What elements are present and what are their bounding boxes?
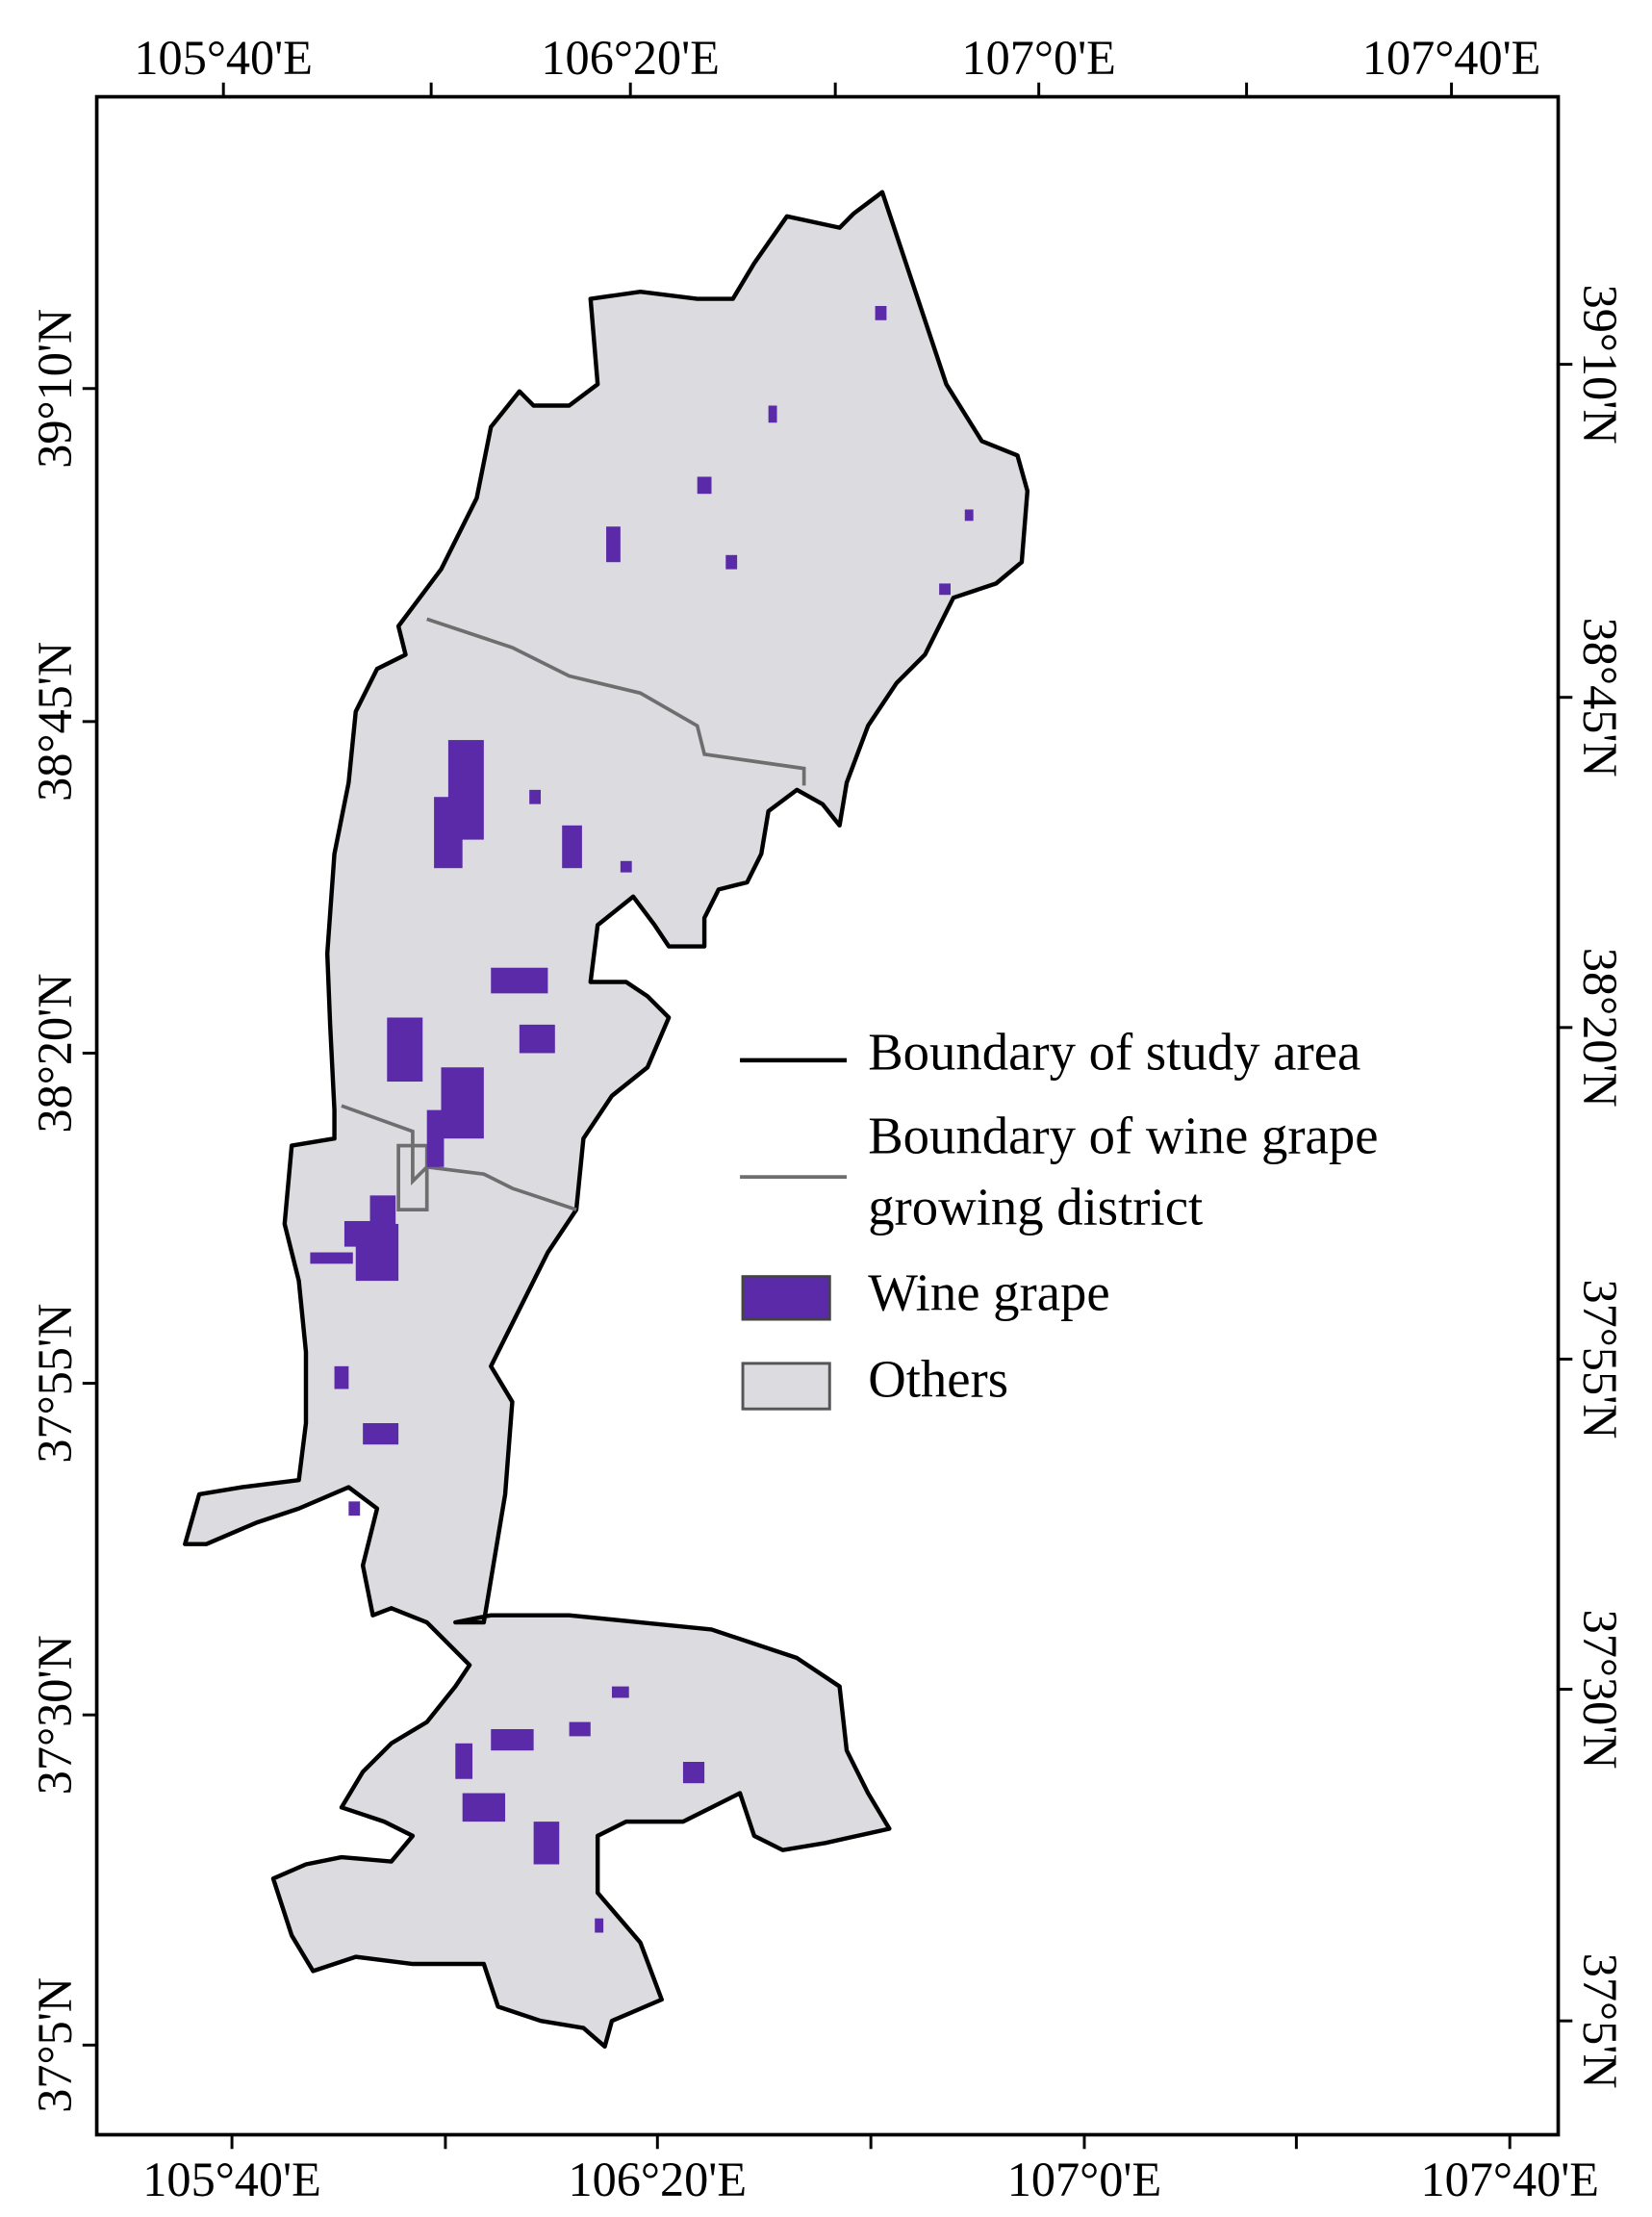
bottom-coordinate-label: 105°40'E [142, 2153, 321, 2206]
legend-grape-swatch [741, 1275, 831, 1321]
right-coordinate-label: 37°30'N [1573, 1610, 1627, 1770]
legend-label: growing district [868, 1178, 1203, 1236]
right-coordinate-label: 38°45'N [1573, 618, 1627, 777]
legend-label: Boundary of study area [868, 1022, 1360, 1081]
top-coordinate-label: 107°40'E [1362, 31, 1541, 85]
top-coordinate-label: 106°20'E [541, 31, 720, 85]
legend: Boundary of study area Boundary of wine … [740, 1022, 1379, 1411]
top-coordinate-label: 105°40'E [134, 31, 313, 85]
study-area [183, 190, 1030, 2050]
right-coordinate-label: 37°5'N [1573, 1953, 1627, 2089]
bottom-coordinate-label: 106°20'E [569, 2153, 748, 2206]
left-coordinate-label: 37°55'N [28, 1304, 82, 1464]
left-coordinate-label: 37°5'N [28, 1977, 82, 2113]
left-coordinate-label: 38°20'N [28, 973, 82, 1133]
right-coordinate-label: 37°55'N [1573, 1279, 1627, 1439]
left-coordinate-label: 38°45'N [28, 642, 82, 802]
tick-marks [82, 82, 1573, 2150]
legend-label: Others [868, 1350, 1008, 1409]
bottom-coordinate-label: 107°40'E [1420, 2153, 1599, 2206]
right-coordinate-label: 38°20'N [1573, 948, 1627, 1108]
left-coordinate-label: 39°10'N [28, 309, 82, 469]
right-coordinate-label: 39°10'N [1573, 285, 1627, 445]
coordinate-labels: 105°40'E 106°20'E 107°0'E 107°40'E 105°40'E 1… [28, 31, 1627, 2206]
legend-others-swatch [741, 1362, 831, 1411]
legend-label: Wine grape [868, 1262, 1110, 1321]
bottom-coordinate-label: 107°0'E [1007, 2153, 1161, 2206]
left-coordinate-label: 37°30'N [28, 1635, 82, 1795]
top-coordinate-label: 107°0'E [961, 31, 1115, 85]
legend-label: Boundary of wine grape [868, 1107, 1378, 1165]
wine-grape-patches [310, 305, 974, 1933]
